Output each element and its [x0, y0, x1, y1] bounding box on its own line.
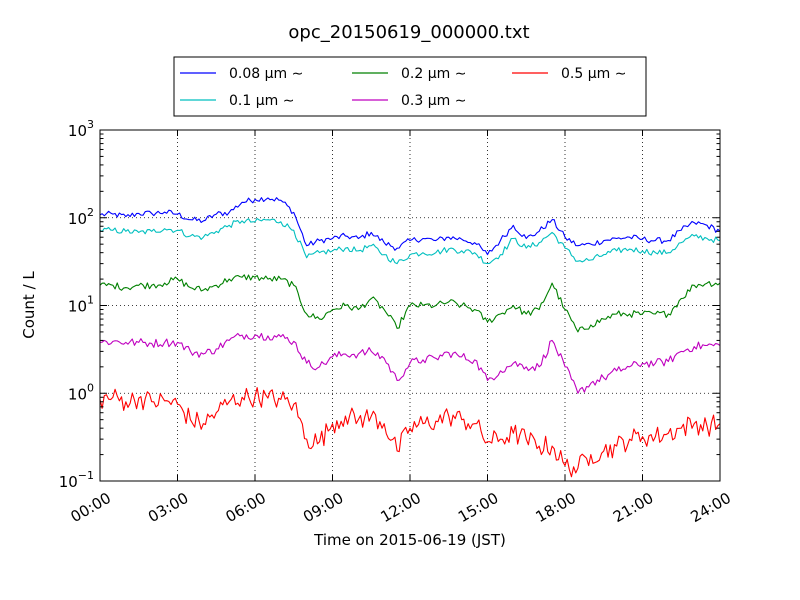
legend-box: [173, 56, 647, 117]
x-tick-label: 21:00: [610, 489, 656, 526]
series-line: [99, 274, 721, 333]
x-axis-label: Time on 2015-06-19 (JST): [313, 531, 506, 549]
legend-label: 0.5 μm ∼: [561, 66, 626, 82]
legend: 0.08 μm ∼ 0.1 μm ∼ 0.2 μm ∼ 0.3 μm ∼ 0.5 μm …: [173, 56, 647, 117]
grid: [100, 130, 720, 481]
legend-label: 0.2 μm ∼: [401, 66, 466, 82]
legend-label: 0.08 μm ∼: [229, 66, 303, 82]
axis-ticks: [99, 129, 721, 482]
x-tick-label: 12:00: [378, 489, 424, 526]
y-tick-label: 100: [68, 381, 94, 403]
legend-label: 0.1 μm ∼: [229, 93, 294, 109]
x-tick-label: 00:00: [68, 489, 114, 526]
y-tick-label: 10−1: [59, 469, 94, 491]
x-tick-label: 15:00: [455, 489, 501, 526]
y-tick-label: 103: [68, 118, 94, 140]
x-tick-labels: 00:00 03:00 06:00 09:00 12:00 15:00 18:00 21:00…: [68, 489, 734, 526]
chart-title: opc_20150619_000000.txt: [288, 22, 529, 43]
y-tick-label: 102: [68, 206, 94, 228]
x-tick-label: 18:00: [533, 489, 579, 526]
x-tick-label: 09:00: [300, 489, 346, 526]
x-tick-label: 03:00: [145, 489, 191, 526]
y-tick-labels: 10−1 100 101 102 103: [59, 118, 94, 491]
legend-label: 0.3 μm ∼: [401, 93, 466, 109]
series-line: [99, 217, 721, 265]
series-group: [99, 197, 721, 478]
y-axis-label: Count / L: [20, 271, 38, 339]
series-line: [99, 387, 721, 478]
x-tick-label: 06:00: [223, 489, 269, 526]
series-line: [99, 332, 721, 394]
series-line: [99, 197, 721, 256]
y-tick-label: 101: [68, 294, 94, 316]
x-tick-label: 24:00: [688, 489, 734, 526]
